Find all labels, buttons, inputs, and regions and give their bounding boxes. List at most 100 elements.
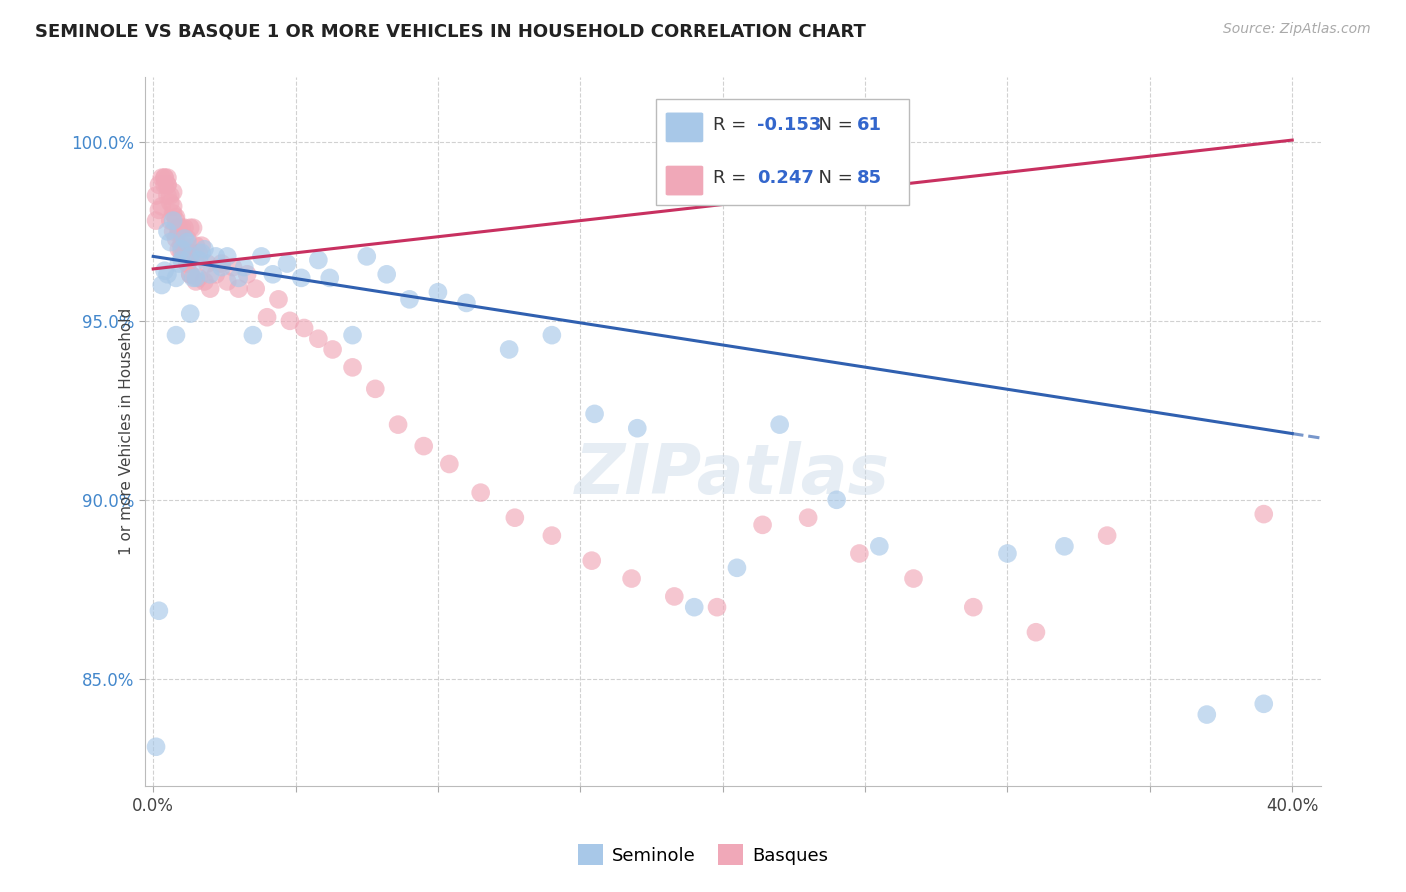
- Point: [267, 293, 290, 307]
- Point: [342, 360, 364, 375]
- Point: [179, 220, 201, 235]
- Point: [165, 231, 187, 245]
- Legend: Seminole, Basques: Seminole, Basques: [571, 837, 835, 872]
- Point: [173, 245, 195, 260]
- Point: [148, 178, 170, 192]
- Point: [581, 554, 603, 568]
- Point: [165, 210, 187, 224]
- Point: [1253, 507, 1275, 521]
- Point: [153, 264, 176, 278]
- Point: [245, 282, 267, 296]
- Text: SEMINOLE VS BASQUE 1 OR MORE VEHICLES IN HOUSEHOLD CORRELATION CHART: SEMINOLE VS BASQUE 1 OR MORE VEHICLES IN…: [35, 22, 866, 40]
- Point: [364, 382, 387, 396]
- Point: [903, 572, 925, 586]
- Text: ZIPatlas: ZIPatlas: [575, 441, 890, 508]
- Point: [541, 328, 564, 343]
- Point: [412, 439, 434, 453]
- Text: Source: ZipAtlas.com: Source: ZipAtlas.com: [1223, 22, 1371, 37]
- Point: [217, 249, 239, 263]
- FancyBboxPatch shape: [657, 99, 910, 205]
- Point: [725, 561, 748, 575]
- FancyBboxPatch shape: [665, 112, 703, 143]
- Point: [173, 220, 195, 235]
- Point: [322, 343, 344, 357]
- Point: [156, 268, 179, 282]
- Text: N =: N =: [807, 169, 858, 187]
- Point: [250, 249, 273, 263]
- Point: [426, 285, 449, 300]
- Point: [173, 245, 195, 260]
- Point: [167, 220, 190, 235]
- Point: [184, 275, 207, 289]
- Point: [159, 235, 181, 249]
- Point: [170, 220, 193, 235]
- Point: [262, 268, 284, 282]
- Point: [179, 268, 201, 282]
- Point: [387, 417, 409, 432]
- Point: [181, 220, 204, 235]
- Point: [179, 307, 201, 321]
- Point: [156, 178, 179, 192]
- Point: [439, 457, 461, 471]
- Point: [307, 252, 329, 267]
- Point: [664, 590, 686, 604]
- Point: [292, 321, 315, 335]
- Point: [167, 224, 190, 238]
- Point: [193, 242, 215, 256]
- Point: [165, 213, 187, 227]
- Point: [278, 314, 301, 328]
- Point: [181, 245, 204, 260]
- Point: [179, 245, 201, 260]
- Y-axis label: 1 or more Vehicles in Household: 1 or more Vehicles in Household: [118, 308, 134, 556]
- Point: [195, 256, 218, 270]
- Point: [498, 343, 520, 357]
- Point: [541, 528, 564, 542]
- Point: [190, 238, 212, 252]
- Point: [398, 293, 420, 307]
- Point: [156, 188, 179, 202]
- Point: [162, 213, 184, 227]
- Point: [156, 178, 179, 192]
- Text: R =: R =: [713, 169, 752, 187]
- Point: [145, 188, 167, 202]
- Point: [1025, 625, 1047, 640]
- Point: [503, 510, 526, 524]
- Point: [848, 547, 870, 561]
- Point: [193, 275, 215, 289]
- Point: [170, 238, 193, 252]
- Point: [276, 256, 298, 270]
- Point: [198, 268, 221, 282]
- Point: [620, 572, 643, 586]
- Point: [150, 199, 173, 213]
- Point: [290, 271, 312, 285]
- Point: [176, 231, 198, 245]
- Point: [683, 600, 706, 615]
- Point: [176, 235, 198, 249]
- Point: [997, 547, 1019, 561]
- Point: [150, 170, 173, 185]
- Point: [145, 213, 167, 227]
- Point: [962, 600, 984, 615]
- Point: [170, 252, 193, 267]
- Point: [173, 231, 195, 245]
- Point: [205, 268, 228, 282]
- Point: [456, 296, 478, 310]
- Point: [190, 245, 212, 260]
- Text: -0.153: -0.153: [758, 116, 821, 135]
- Point: [187, 245, 209, 260]
- Point: [198, 282, 221, 296]
- Point: [868, 539, 890, 553]
- Point: [162, 206, 184, 220]
- Point: [153, 178, 176, 192]
- FancyBboxPatch shape: [665, 166, 703, 195]
- Text: R =: R =: [713, 116, 752, 135]
- Point: [187, 271, 209, 285]
- Point: [145, 739, 167, 754]
- Point: [228, 271, 250, 285]
- Point: [1053, 539, 1076, 553]
- Point: [751, 517, 773, 532]
- Text: 61: 61: [858, 116, 883, 135]
- Point: [236, 268, 259, 282]
- Point: [242, 328, 264, 343]
- Point: [211, 260, 233, 274]
